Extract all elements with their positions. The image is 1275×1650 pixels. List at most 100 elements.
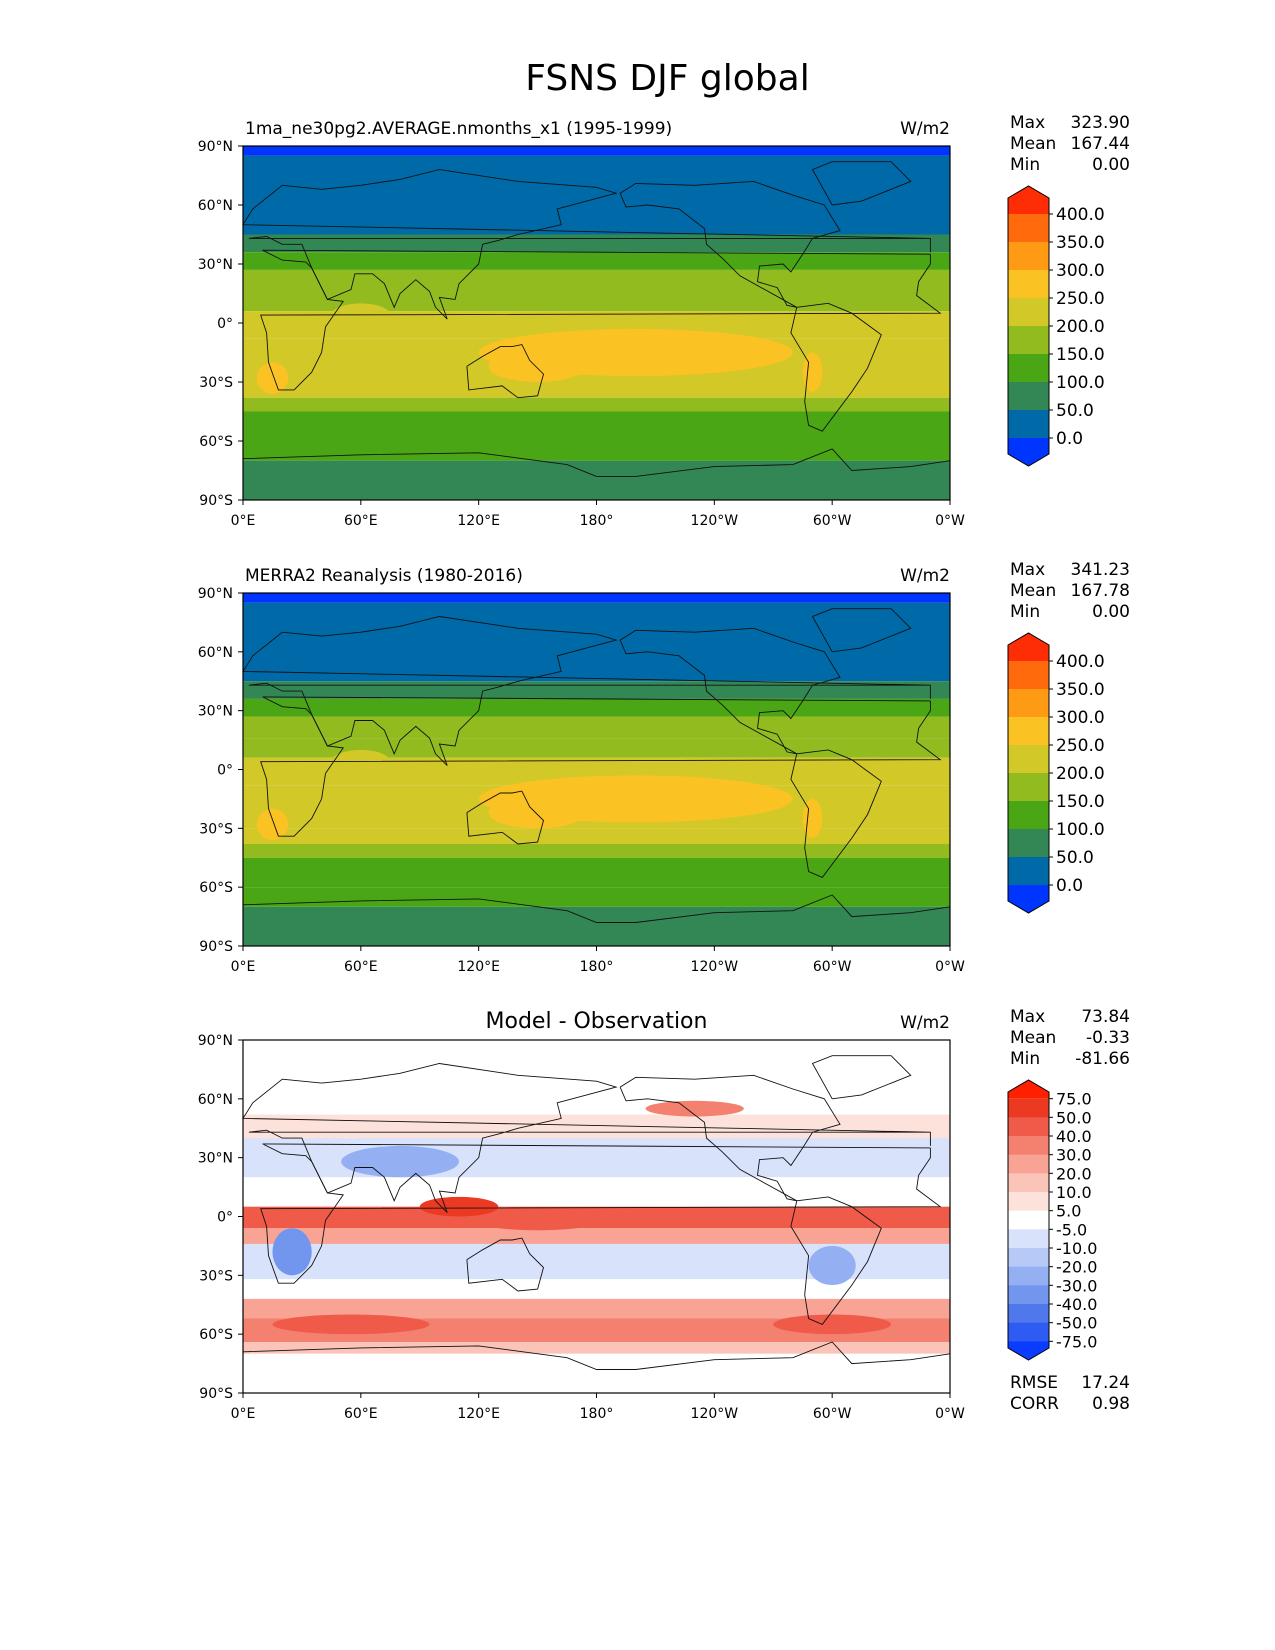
zonal-band-6: [243, 738, 950, 758]
lat-tick-label: 90°S: [199, 1386, 233, 1402]
lat-tick-label: 60°S: [199, 1327, 233, 1343]
field-blob-5: [802, 352, 823, 392]
colorbar-extend-bottom: [1008, 1341, 1049, 1360]
lon-tick-label: 120°E: [457, 1406, 500, 1422]
stat-label-rmse: RMSE: [1010, 1373, 1058, 1393]
colorbar-segment: [1008, 270, 1049, 299]
colorbar-segment: [1008, 1173, 1049, 1193]
figure-title-text: FSNS DJF global: [525, 58, 810, 99]
lat-tick-label: 30°S: [199, 821, 233, 837]
zonal-band-3: [243, 234, 950, 253]
colorbar-segment: [1008, 829, 1049, 858]
coastline-7: [242, 448, 951, 477]
lat-tick-label: 0°: [217, 1210, 233, 1226]
colorbar-tick-label: -10.0: [1056, 1239, 1097, 1258]
lon-tick-label: 60°W: [813, 959, 852, 975]
colorbar-segment: [1008, 298, 1049, 327]
field-blob-2: [478, 1214, 597, 1231]
field-blob-3: [341, 1145, 460, 1178]
colorbar-tick-label: 150.0: [1056, 345, 1105, 365]
zonal-band-4: [243, 698, 950, 717]
colorbar-tick-label: 50.0: [1056, 401, 1094, 421]
panel-title: MERRA2 Reanalysis (1980-2016): [245, 566, 523, 586]
coastline-1: [260, 249, 942, 391]
lat-tick-label: 30°N: [198, 1151, 233, 1167]
colorbar-segment: [1008, 689, 1049, 718]
colorbar-tick-label: 30.0: [1056, 1146, 1092, 1165]
colorbar-tick-label: 350.0: [1056, 233, 1105, 253]
colorbar-segment: [1008, 1248, 1049, 1268]
colorbar-segment: [1008, 410, 1049, 439]
coastline-5: [811, 1055, 912, 1100]
colorbar: 0.0 50.0 100.0 150.0 200.0 250.0 300.0 350.0 400…: [1007, 632, 1105, 914]
stat-value-min: 0.00: [1092, 155, 1130, 175]
stat-value-mean: -0.33: [1086, 1028, 1130, 1048]
colorbar-extend-bottom: [1008, 885, 1049, 913]
colorbar-segment: [1008, 326, 1049, 355]
colorbar-extend-bottom: [1008, 438, 1049, 466]
colorbar-tick-label: -5.0: [1056, 1220, 1087, 1239]
lat-tick-label: 90°N: [198, 1033, 233, 1049]
coastline-3: [466, 790, 545, 845]
colorbar-segment: [1008, 1210, 1049, 1230]
lat-tick-label: 30°S: [199, 375, 233, 391]
zonal-band-10: [243, 844, 950, 858]
zonal-band-11: [243, 1342, 950, 1354]
stat-label-max: Max: [1010, 560, 1045, 580]
map-panel-2: 90°N 60°N 30°N 0° 30°S 60°S 90°S 0°E 60°E 120°E 18…: [198, 560, 1130, 975]
colorbar-segment: [1008, 1229, 1049, 1249]
field-blob-1: [419, 1196, 499, 1217]
colorbar-tick-label: 400.0: [1056, 205, 1105, 225]
field-blob-3: [488, 350, 587, 382]
colorbar-segment: [1008, 214, 1049, 243]
field-blob-6: [645, 1100, 744, 1117]
colorbar-tick-label: 50.0: [1056, 848, 1094, 868]
zonal-band-11: [243, 857, 950, 888]
colorbar-segment: [1008, 1136, 1049, 1156]
lat-tick-label: 30°N: [198, 704, 233, 720]
zonal-band-1: [243, 146, 950, 156]
colorbar: -75.0-50.0-40.0-30.0-20.0-10.0-5.05.010.…: [1007, 1079, 1097, 1361]
zonal-band-5: [243, 269, 950, 292]
zonal-band-11: [243, 411, 950, 441]
colorbar-segment: [1008, 745, 1049, 774]
colorbar-tick-label: 400.0: [1056, 652, 1105, 672]
lat-tick-label: 60°S: [199, 434, 233, 450]
stat-value-max: 73.84: [1081, 1007, 1130, 1027]
zonal-band-6: [243, 1228, 950, 1244]
stat-value-mean: 167.44: [1071, 134, 1130, 154]
lon-tick-label: 120°W: [691, 1406, 739, 1422]
lat-tick-label: 60°S: [199, 880, 233, 896]
stat-label-min: Min: [1010, 1049, 1040, 1069]
coastline-6: [790, 749, 882, 878]
coastline-4: [619, 1074, 841, 1202]
colorbar-segment: [1008, 1154, 1049, 1174]
colorbar-tick-label: 250.0: [1056, 736, 1105, 756]
stat-value-mean: 167.78: [1071, 581, 1130, 601]
colorbar-tick-label: 250.0: [1056, 289, 1105, 309]
field-blob-5: [802, 798, 823, 839]
colorbar-tick-label: 50.0: [1056, 1108, 1092, 1127]
map-panel-3: 90°N 60°N 30°N 0° 30°S 60°S 90°S 0°E 60°E 120°E 18…: [198, 1007, 1130, 1422]
zonal-band-13: [243, 460, 950, 500]
colorbar-segment: [1008, 857, 1049, 886]
zonal-band-5: [243, 1206, 950, 1229]
panel-title: 1ma_ne30pg2.AVERAGE.nmonths_x1 (1995-199…: [245, 119, 672, 139]
map-panel-1: 90°N 60°N 30°N 0° 30°S 60°S 90°S 0°E 60°E 120°E 18…: [198, 113, 1130, 529]
colorbar-segment: [1008, 1322, 1049, 1342]
lon-tick-label: 120°W: [691, 513, 739, 529]
stat-value-rmse: 17.24: [1081, 1373, 1130, 1393]
lat-tick-label: 0°: [217, 763, 233, 779]
colorbar-tick-label: -20.0: [1056, 1258, 1097, 1277]
lon-tick-label: 60°W: [813, 1406, 852, 1422]
lat-tick-label: 90°N: [198, 586, 233, 602]
lat-tick-label: 60°N: [198, 1092, 233, 1108]
colorbar-segment: [1008, 242, 1049, 271]
stat-value-corr: 0.98: [1092, 1394, 1130, 1414]
coastline-2: [242, 616, 931, 766]
stat-label-max: Max: [1010, 113, 1045, 133]
colorbar-tick-label: 300.0: [1056, 261, 1105, 281]
stat-label-mean: Mean: [1010, 1028, 1056, 1048]
zonal-band-9: [243, 382, 950, 398]
lat-tick-label: 60°N: [198, 198, 233, 214]
